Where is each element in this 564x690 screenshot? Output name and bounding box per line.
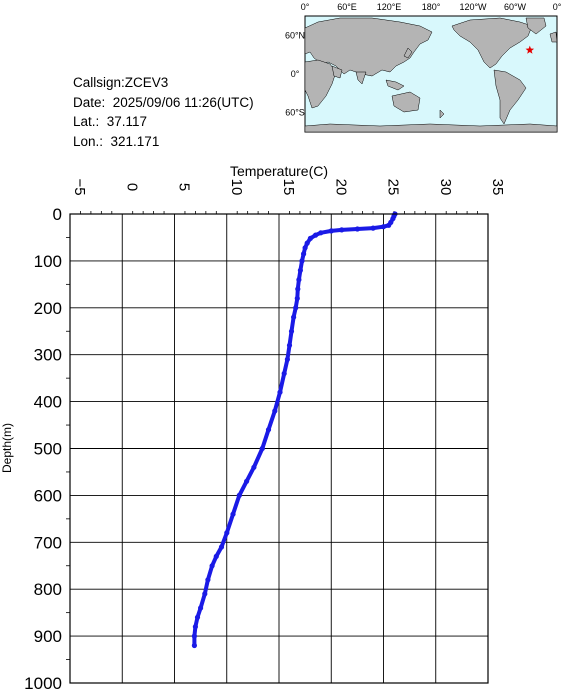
map-lon-label: 60°E [337,2,357,12]
y-tick-labels: 0 100 200 300 400 500 600 700 800 900 1000 [24,205,62,690]
y-tick-label: 0 [53,205,62,224]
y-tick-label: 900 [34,627,62,646]
temperature-point [294,295,300,301]
temperature-point [286,342,293,348]
station-marker-star [525,45,535,54]
map-lat-label: 60°N [285,30,305,40]
x-tick-label: −5 [71,178,88,195]
temperature-point [259,445,265,452]
y-tick-label: 300 [34,346,62,365]
temperature-point [299,258,305,264]
temperature-point [218,544,225,550]
x-tick-label: 5 [176,183,193,191]
y-tick-label: 200 [34,299,62,318]
y-tick-label: 500 [34,440,62,459]
temperature-line [192,212,397,648]
temperature-point [297,267,303,273]
y-axis-label: Depth(m) [0,423,14,473]
chart-minor-ticks [66,211,478,660]
station-info: Callsign:ZCEV3 Date: 2025/09/06 11:26(UT… [73,73,254,151]
temperature-point [313,232,319,238]
temperature-series [191,211,398,649]
temperature-point [296,277,302,283]
temperature-point [380,224,387,230]
x-tick-label: 10 [228,179,245,196]
date-text: Date: 2025/09/06 11:26(UTC) [73,94,254,110]
map-lat-label: 0° [291,69,300,79]
temperature-point [251,464,257,470]
y-tick-label: 700 [34,533,62,552]
x-tick-label: 25 [385,179,402,196]
temperature-point [236,492,242,498]
world-map: 0° 60°E 120°E 180° 120°W 60°W 0° 60°N 0° 60°S [285,2,562,133]
map-lon-label: 0° [553,2,562,12]
temperature-point [339,227,345,233]
x-axis-label: Temperature(C) [230,163,328,179]
temperature-point [291,314,297,320]
callsign-text: Callsign:ZCEV3 [73,75,169,90]
temperature-point [295,286,301,292]
x-tick-label: 15 [280,179,297,196]
temperature-point [288,328,295,334]
temperature-point [265,427,272,433]
temperature-point [318,230,324,236]
x-tick-label: 30 [437,179,454,196]
map-land [304,17,558,133]
y-tick-label: 100 [34,252,62,271]
y-tick-label: 600 [34,486,62,505]
chart-grid [69,213,489,684]
temperature-point [354,226,360,232]
temperature-point [301,251,307,257]
x-tick-labels: −5 0 5 10 15 20 25 30 35 [71,178,506,195]
map-lon-label: 60°W [504,2,527,12]
temperature-point [328,228,334,234]
x-tick-label: 35 [489,179,506,196]
y-tick-label: 800 [34,580,62,599]
lat-text: Lat.: 37.117 [73,114,148,129]
temperature-point [392,211,398,217]
temperature-point [205,577,211,583]
x-tick-label: 20 [332,179,349,196]
lon-text: Lon.: 321.171 [73,133,160,149]
y-tick-label: 400 [34,393,62,412]
y-tick-label: 1000 [24,674,62,690]
temperature-point [198,605,204,611]
temperature-point [390,216,396,222]
temperature-point [213,553,219,560]
temperature-point [192,624,198,630]
temperature-point [302,245,308,251]
temperature-point [191,642,197,649]
temperature-point [281,370,287,377]
map-lon-label: 0° [301,2,310,12]
temperature-point [209,563,215,569]
temperature-point [191,633,197,639]
temperature-point [304,240,310,246]
map-lon-label: 180° [422,2,441,12]
temperature-point [277,389,283,395]
x-tick-label: 0 [123,183,140,191]
temperature-point [293,305,299,311]
temperature-point [272,408,278,414]
temperature-point [202,591,208,597]
temperature-point [284,356,290,362]
plot-frame [69,213,489,684]
temperature-point [391,213,397,219]
map-labels: 0° 60°E 120°E 180° 120°W 60°W 0° 60°N 0° 60°S [285,2,562,118]
temperature-point [224,530,230,536]
map-lon-label: 120°W [459,2,487,12]
temperature-point [388,219,394,225]
temperature-point [194,614,201,620]
temperature-point [370,225,376,231]
temperature-point [307,235,313,241]
map-lon-label: 120°E [377,2,402,12]
map-lat-label: 60°S [285,108,305,118]
temperature-point [244,478,250,484]
temperature-point [386,222,392,228]
temperature-point [230,511,236,517]
